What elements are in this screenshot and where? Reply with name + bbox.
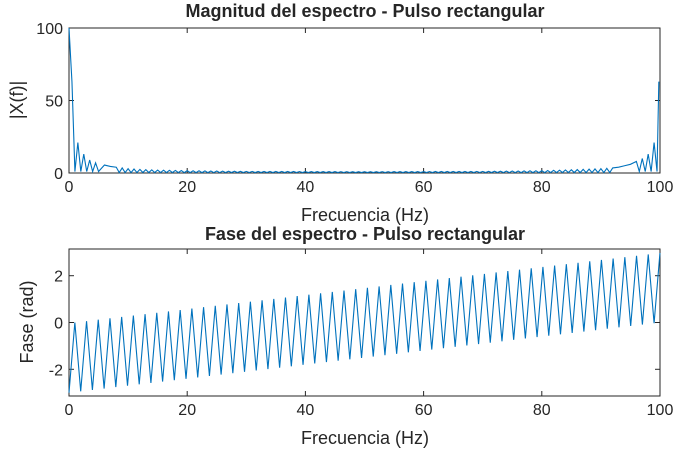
x-tick-label: 40: [297, 402, 315, 419]
magnitude-series-line: [68, 27, 660, 174]
magnitude-ticks: 0 20 40 60 80 100 0 50 100: [36, 21, 673, 196]
y-tick-label: 2: [54, 269, 63, 286]
phase-series-line: [68, 252, 661, 393]
y-tick-label: 0: [54, 316, 63, 333]
x-tick-label: 100: [647, 402, 674, 419]
x-tick-label: 20: [178, 402, 196, 419]
magnitude-axes-frame: [68, 27, 661, 174]
phase-ylabel: Fase (rad): [17, 280, 37, 363]
magnitude-chart: Magnitud del espectro - Pulso rectangula…: [7, 1, 673, 225]
x-tick-label: 60: [415, 402, 433, 419]
x-tick-label: 0: [65, 402, 74, 419]
x-tick-label: 40: [297, 179, 315, 196]
phase-ticks: 0 20 40 60 80 100 -2 0 2: [49, 249, 674, 419]
magnitude-ylabel: |X(f)|: [7, 81, 27, 119]
y-tick-label: 50: [45, 94, 63, 111]
y-tick-label: -2: [49, 362, 63, 379]
x-tick-label: 0: [65, 179, 74, 196]
x-tick-label: 80: [533, 179, 551, 196]
phase-xlabel: Frecuencia (Hz): [301, 428, 429, 448]
y-tick-label: 100: [36, 21, 63, 38]
x-tick-label: 60: [415, 179, 433, 196]
phase-chart: Fase del espectro - Pulso rectangular 0 2…: [17, 224, 673, 448]
magnitude-xlabel: Frecuencia (Hz): [301, 205, 429, 225]
x-tick-label: 20: [178, 179, 196, 196]
x-tick-label: 100: [647, 179, 674, 196]
x-tick-label: 80: [533, 402, 551, 419]
magnitude-chart-title: Magnitud del espectro - Pulso rectangula…: [185, 1, 544, 21]
y-tick-label: 0: [54, 166, 63, 183]
phase-chart-title: Fase del espectro - Pulso rectangular: [205, 224, 525, 244]
